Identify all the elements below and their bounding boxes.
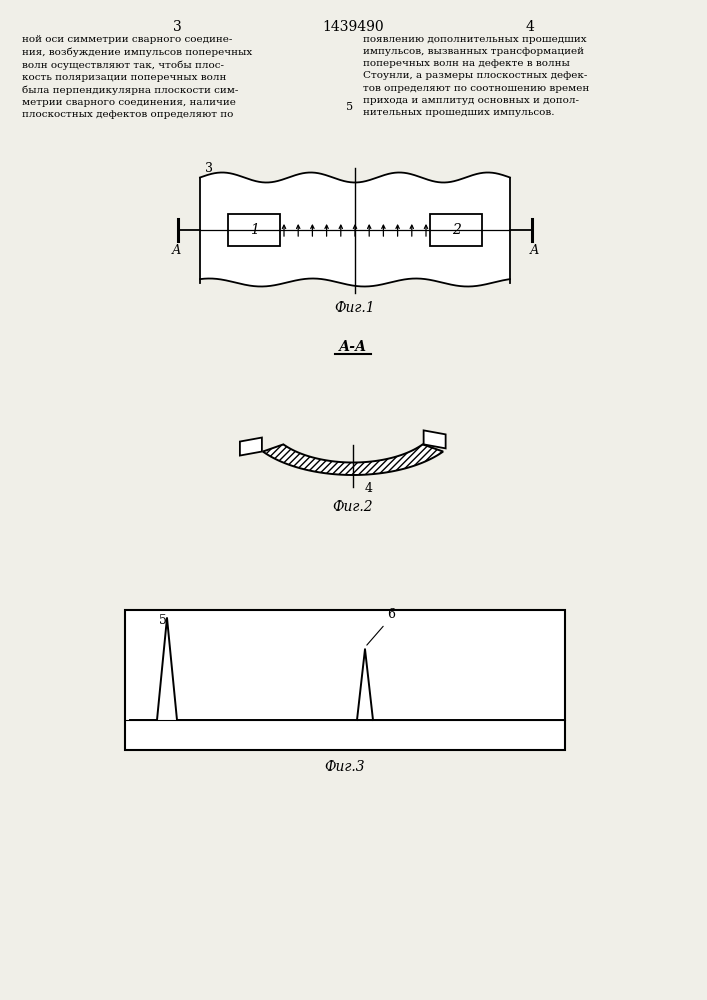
Text: А: А — [171, 244, 181, 257]
Polygon shape — [263, 444, 443, 475]
Text: 1: 1 — [250, 223, 259, 237]
Text: 4: 4 — [525, 20, 534, 34]
Polygon shape — [240, 438, 262, 456]
Bar — [430, 214, 482, 246]
Text: 1439490: 1439490 — [322, 20, 384, 34]
Text: Фиг.2: Фиг.2 — [333, 500, 373, 514]
Polygon shape — [200, 173, 510, 286]
Text: 6: 6 — [387, 608, 395, 621]
Text: А: А — [530, 244, 539, 257]
Text: 4: 4 — [365, 482, 373, 495]
Text: Фиг.3: Фиг.3 — [325, 760, 366, 774]
Text: 3: 3 — [205, 161, 213, 174]
Text: А-А: А-А — [339, 340, 367, 354]
Text: Фиг.1: Фиг.1 — [334, 300, 375, 314]
Text: появлению дополнительных прошедших
импульсов, вызванных трансформацией
поперечны: появлению дополнительных прошедших импул… — [363, 35, 589, 117]
Text: 3: 3 — [173, 20, 182, 34]
Polygon shape — [423, 430, 445, 448]
Bar — [228, 214, 280, 246]
Text: 2: 2 — [452, 223, 460, 237]
Bar — [125, 610, 565, 750]
Text: 5: 5 — [159, 614, 167, 627]
Text: ной оси симметрии сварного соедине-
ния, возбуждение импульсов поперечных
волн о: ной оси симметрии сварного соедине- ния,… — [22, 35, 252, 119]
Text: 5: 5 — [346, 102, 354, 112]
